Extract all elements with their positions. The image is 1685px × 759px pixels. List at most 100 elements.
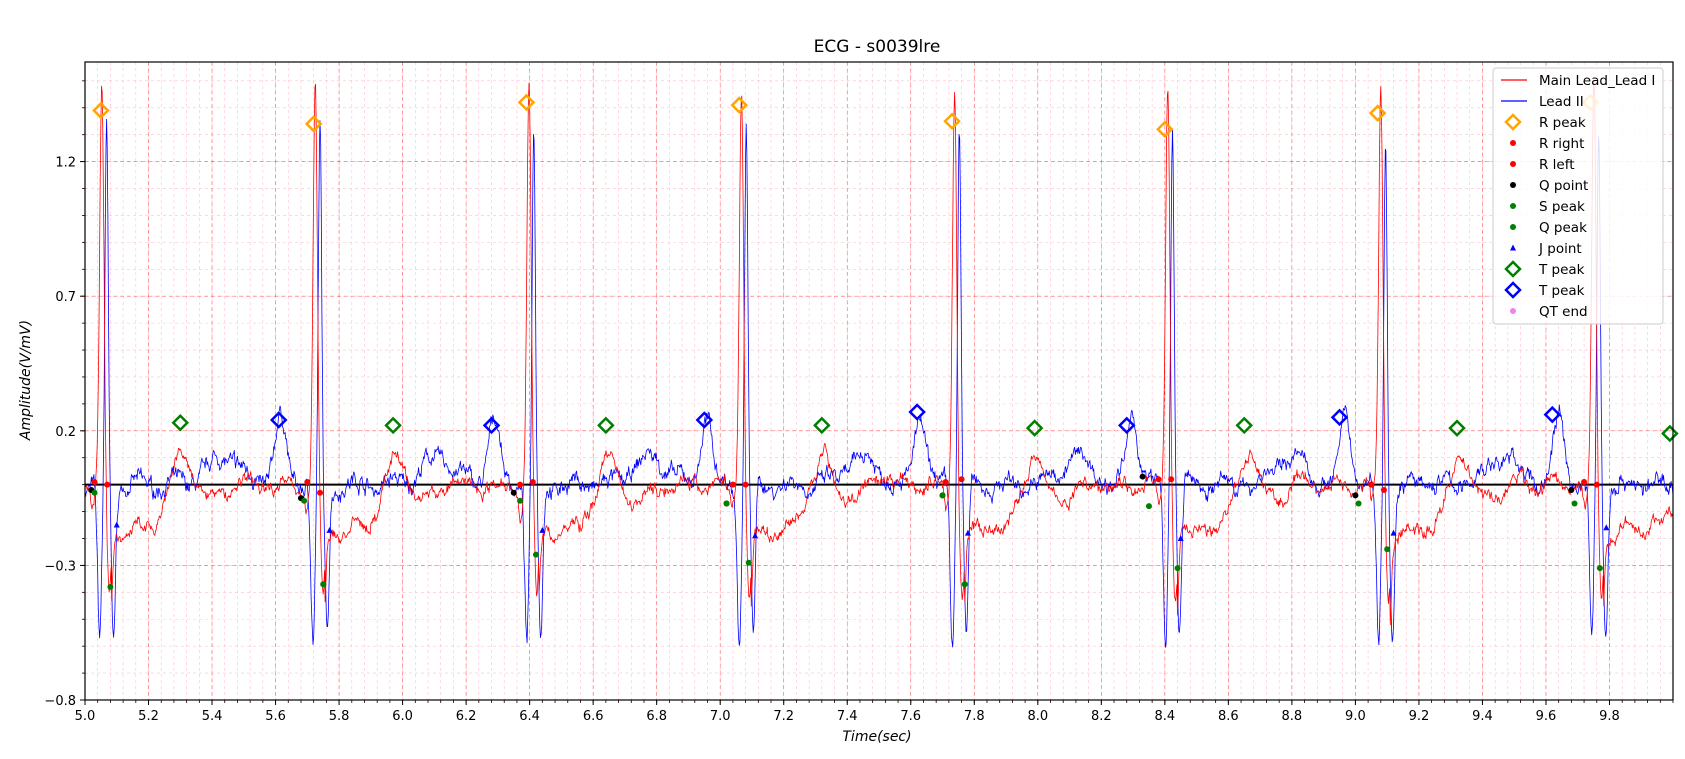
x-tick-label: 7.8 <box>964 709 985 724</box>
r-peak-marker <box>1368 104 1387 122</box>
r-left-marker <box>1581 478 1588 485</box>
legend-label: QT end <box>1539 304 1588 320</box>
j-point-marker <box>539 526 546 533</box>
r-peak-marker <box>1156 120 1174 139</box>
s-peak-marker <box>1174 565 1181 572</box>
s-peak-marker <box>532 551 539 558</box>
x-axis-ticks: 5.0 5.2 5.4 5.6 5.8 6.0 6.2 6.4 6.6 6.8 7.0 7.2 7.4 7… <box>75 700 1674 724</box>
r-right-marker <box>104 481 111 488</box>
x-tick-label: 5.6 <box>265 709 286 724</box>
markers <box>88 93 1679 590</box>
legend-label: R right <box>1539 136 1584 152</box>
y-axis-label: Amplitude(V/mV) <box>18 320 34 441</box>
j-point-marker <box>326 526 333 533</box>
x-tick-label: 9.8 <box>1599 709 1620 724</box>
x-tick-label: 5.0 <box>75 709 96 724</box>
t-peak-marker <box>482 416 501 435</box>
x-axis-label: Time(sec) <box>842 729 911 745</box>
legend-label: Q peak <box>1539 220 1587 236</box>
x-tick-label: 8.6 <box>1218 709 1239 724</box>
q-peak-marker <box>301 497 308 504</box>
plot-frame <box>84 61 1674 701</box>
y-tick-label: 1.2 <box>55 156 76 171</box>
x-tick-label: 8.8 <box>1282 709 1303 724</box>
legend-swatch <box>1510 308 1516 314</box>
legend-label: T peak <box>1538 262 1585 278</box>
j-point-marker <box>113 521 120 528</box>
t-peak-marker <box>1543 405 1562 424</box>
r-peak-marker <box>517 93 536 112</box>
t-peak-marker <box>1330 408 1349 427</box>
t-peak-marker <box>1448 419 1466 437</box>
x-tick-label: 9.2 <box>1409 709 1430 724</box>
legend: Main Lead_Lead I Lead II R peak R right R le… <box>1492 67 1664 325</box>
q-point-marker <box>1139 473 1146 480</box>
q-peak-marker <box>1145 503 1152 510</box>
x-tick-label: 5.4 <box>202 709 223 724</box>
traces <box>84 79 1674 648</box>
t-peak-marker <box>171 413 190 432</box>
t-peak-marker <box>1117 416 1136 435</box>
r-left-marker <box>1368 481 1375 488</box>
r-right-marker <box>742 481 749 488</box>
r-peak-marker <box>92 101 110 120</box>
legend-label: R left <box>1539 157 1575 173</box>
r-left-marker <box>942 478 949 485</box>
j-point-marker <box>752 532 759 539</box>
r-right-marker <box>317 489 324 496</box>
r-right-marker <box>958 476 965 483</box>
legend-label: S peak <box>1539 199 1585 215</box>
t-peak-marker <box>269 411 288 429</box>
q-peak-marker <box>1571 500 1578 507</box>
r-right-marker <box>529 478 536 485</box>
s-peak-marker <box>745 559 752 566</box>
t-peak-marker <box>597 416 615 435</box>
r-right-marker <box>1380 487 1387 494</box>
t-peak-marker <box>1661 424 1679 443</box>
legend-swatch <box>1510 161 1516 167</box>
y-axis-ticks: 1.2 0.7 0.2 −0.3 −0.8 <box>44 80 85 709</box>
legend-label: Lead II <box>1539 94 1584 110</box>
legend-label: T peak <box>1538 283 1585 299</box>
legend-swatch <box>1510 224 1516 230</box>
x-tick-label: 7.0 <box>710 709 731 724</box>
s-peak-marker <box>1384 546 1391 553</box>
j-point-marker <box>1177 534 1184 541</box>
r-left-marker <box>517 481 524 488</box>
x-tick-label: 8.2 <box>1091 709 1112 724</box>
q-point-marker <box>510 489 517 496</box>
q-peak-marker <box>1355 500 1362 507</box>
t-peak-marker <box>813 416 831 435</box>
s-peak-marker <box>107 583 114 590</box>
t-peak-marker <box>384 416 402 435</box>
s-peak-marker <box>1596 565 1603 572</box>
j-point-marker <box>1390 529 1397 536</box>
j-point-marker <box>1603 524 1610 531</box>
r-right-marker <box>1168 476 1175 483</box>
r-left-marker <box>91 478 98 485</box>
legend-label: J point <box>1538 241 1582 257</box>
t-peak-marker <box>908 403 926 421</box>
q-peak-marker <box>91 489 98 496</box>
r-peak-marker <box>943 112 961 130</box>
r-left-marker <box>729 481 736 488</box>
r-peak-marker <box>730 96 749 114</box>
x-tick-label: 6.8 <box>646 709 667 724</box>
t-peak-marker <box>695 411 714 429</box>
legend-label: R peak <box>1539 115 1586 131</box>
j-point-marker <box>964 529 971 536</box>
r-left-marker <box>1155 476 1162 483</box>
q-point-marker <box>1568 487 1575 494</box>
legend-swatch <box>1510 140 1516 146</box>
legend-box <box>1492 67 1664 325</box>
legend-label: Main Lead_Lead I <box>1539 73 1655 89</box>
legend-swatch <box>1510 182 1516 188</box>
s-peak-marker <box>320 581 327 588</box>
x-tick-label: 9.4 <box>1472 709 1493 724</box>
x-tick-label: 5.2 <box>138 709 159 724</box>
major-grid <box>84 62 1674 701</box>
r-right-marker <box>1593 481 1600 488</box>
t-peak-marker <box>1235 416 1254 435</box>
